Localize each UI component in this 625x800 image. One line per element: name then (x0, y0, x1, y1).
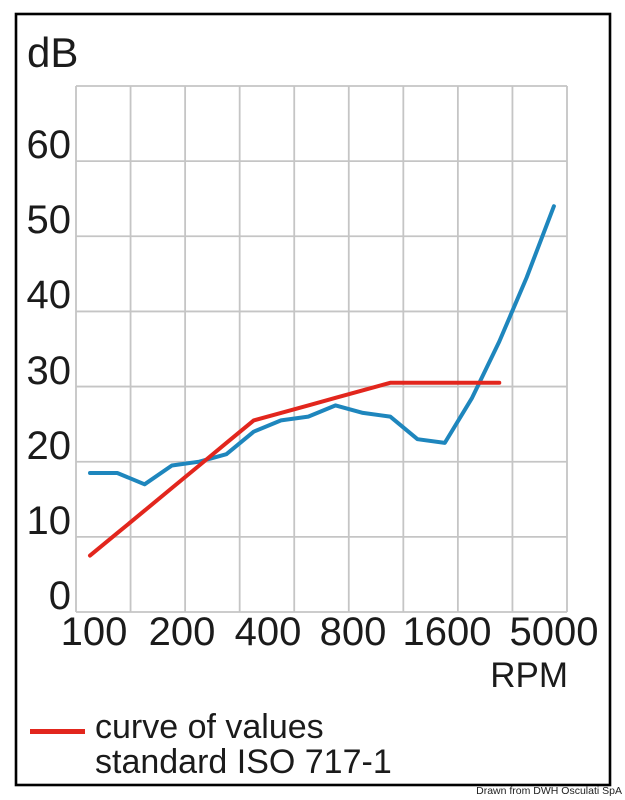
y-tick-label: 0 (48, 574, 71, 618)
y-tick-label: 40 (26, 273, 72, 318)
y-tick-label: 30 (26, 348, 72, 393)
y-axis-unit-label: dB (27, 29, 79, 76)
panel-border (14, 12, 612, 787)
x-tick-label: 200 (148, 610, 216, 654)
x-tick-label: 800 (319, 610, 387, 654)
blue-curve (88, 204, 556, 487)
legend-label-line1: curve of values (95, 708, 324, 746)
y-tick-label: 60 (26, 123, 72, 168)
attribution-text: Drawn from DWH Osculati SpA (476, 785, 622, 797)
x-tick-label: 1600 (402, 610, 492, 654)
x-tick-label: 100 (60, 610, 128, 654)
x-axis-unit-label: RPM (490, 656, 568, 695)
legend-red-line-swatch (30, 729, 85, 734)
y-tick-label: 20 (26, 423, 72, 468)
x-tick-label: 400 (234, 610, 302, 654)
legend-label-line2: standard ISO 717-1 (95, 743, 392, 781)
y-tick-label: 50 (26, 198, 72, 243)
y-tick-label: 10 (26, 498, 72, 543)
red-curve (88, 380, 502, 558)
x-tick-label: 5000 (509, 610, 599, 654)
